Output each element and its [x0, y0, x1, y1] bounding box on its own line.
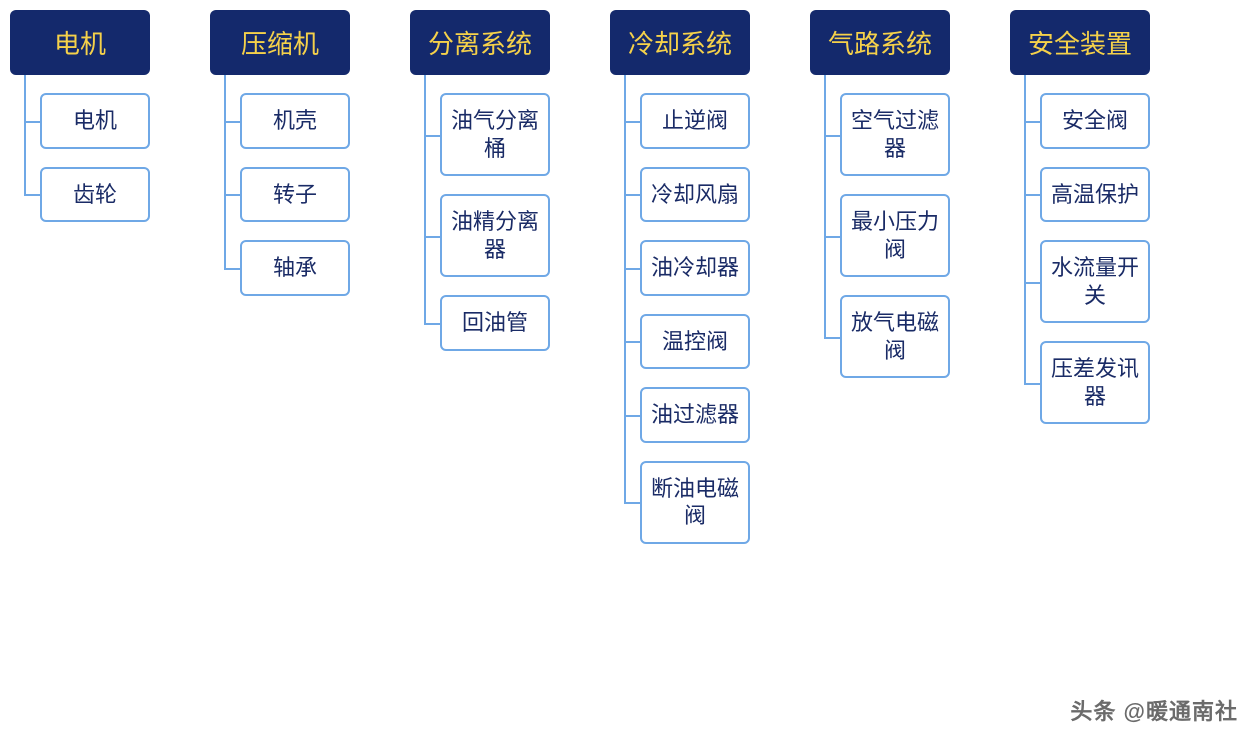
child-node: 齿轮 — [40, 167, 150, 223]
column-0: 电机电机齿轮 — [10, 10, 150, 222]
child-node: 回油管 — [440, 295, 550, 351]
column-header: 冷却系统 — [610, 10, 750, 75]
child-node: 安全阀 — [1040, 93, 1150, 149]
child-node: 断油电磁阀 — [640, 461, 750, 544]
watermark-text: 头条 @暖通南社 — [1070, 694, 1238, 726]
child-node: 压差发讯器 — [1040, 341, 1150, 424]
child-node: 高温保护 — [1040, 167, 1150, 223]
child-label: 高温保护 — [1040, 167, 1150, 223]
child-label: 油气分离桶 — [440, 93, 550, 176]
connector-trunk — [824, 75, 826, 337]
child-label: 安全阀 — [1040, 93, 1150, 149]
child-node: 电机 — [40, 93, 150, 149]
child-node: 水流量开关 — [1040, 240, 1150, 323]
child-node: 止逆阀 — [640, 93, 750, 149]
child-node: 油精分离器 — [440, 194, 550, 277]
column-4: 气路系统空气过滤器最小压力阀放气电磁阀 — [810, 10, 950, 378]
column-5: 安全装置安全阀高温保护水流量开关压差发讯器 — [1010, 10, 1150, 424]
connector-trunk — [624, 75, 626, 503]
connector-trunk — [24, 75, 26, 195]
child-label: 转子 — [240, 167, 350, 223]
child-node: 最小压力阀 — [840, 194, 950, 277]
children-list: 机壳转子轴承 — [210, 93, 350, 296]
connector-trunk — [224, 75, 226, 268]
children-list: 电机齿轮 — [10, 93, 150, 222]
child-label: 电机 — [40, 93, 150, 149]
column-header: 电机 — [10, 10, 150, 75]
child-label: 放气电磁阀 — [840, 295, 950, 378]
child-label: 水流量开关 — [1040, 240, 1150, 323]
child-label: 止逆阀 — [640, 93, 750, 149]
child-label: 轴承 — [240, 240, 350, 296]
child-node: 温控阀 — [640, 314, 750, 370]
column-3: 冷却系统止逆阀冷却风扇油冷却器温控阀油过滤器断油电磁阀 — [610, 10, 750, 544]
column-1: 压缩机机壳转子轴承 — [210, 10, 350, 296]
child-label: 断油电磁阀 — [640, 461, 750, 544]
child-label: 冷却风扇 — [640, 167, 750, 223]
connector-trunk — [424, 75, 426, 323]
children-list: 安全阀高温保护水流量开关压差发讯器 — [1010, 93, 1150, 424]
child-label: 温控阀 — [640, 314, 750, 370]
child-node: 油冷却器 — [640, 240, 750, 296]
child-label: 油过滤器 — [640, 387, 750, 443]
child-node: 轴承 — [240, 240, 350, 296]
child-label: 齿轮 — [40, 167, 150, 223]
child-label: 机壳 — [240, 93, 350, 149]
children-list: 止逆阀冷却风扇油冷却器温控阀油过滤器断油电磁阀 — [610, 93, 750, 544]
child-node: 空气过滤器 — [840, 93, 950, 176]
child-label: 油冷却器 — [640, 240, 750, 296]
child-node: 机壳 — [240, 93, 350, 149]
tree-diagram: 电机电机齿轮压缩机机壳转子轴承分离系统油气分离桶油精分离器回油管冷却系统止逆阀冷… — [0, 0, 1260, 544]
child-label: 压差发讯器 — [1040, 341, 1150, 424]
column-header: 分离系统 — [410, 10, 550, 75]
children-list: 空气过滤器最小压力阀放气电磁阀 — [810, 93, 950, 378]
children-list: 油气分离桶油精分离器回油管 — [410, 93, 550, 351]
child-label: 油精分离器 — [440, 194, 550, 277]
column-header: 气路系统 — [810, 10, 950, 75]
child-node: 冷却风扇 — [640, 167, 750, 223]
child-node: 油气分离桶 — [440, 93, 550, 176]
child-node: 放气电磁阀 — [840, 295, 950, 378]
child-label: 空气过滤器 — [840, 93, 950, 176]
child-node: 油过滤器 — [640, 387, 750, 443]
column-header: 压缩机 — [210, 10, 350, 75]
child-label: 回油管 — [440, 295, 550, 351]
column-header: 安全装置 — [1010, 10, 1150, 75]
child-label: 最小压力阀 — [840, 194, 950, 277]
child-node: 转子 — [240, 167, 350, 223]
column-2: 分离系统油气分离桶油精分离器回油管 — [410, 10, 550, 351]
